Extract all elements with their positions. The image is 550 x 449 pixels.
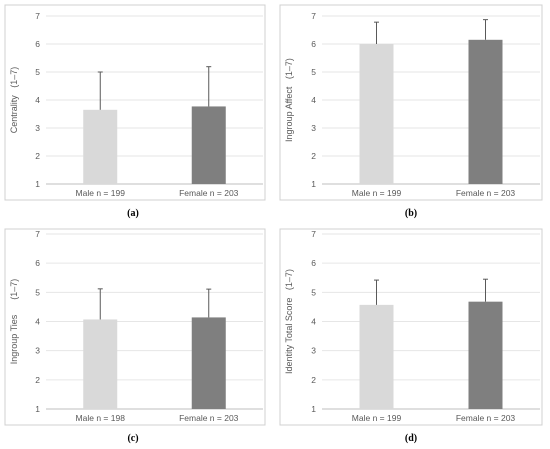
- y-tick-label: 6: [35, 39, 40, 49]
- bar: [191, 317, 226, 409]
- y-tick-label: 5: [35, 287, 40, 297]
- y-tick-label: 7: [311, 229, 316, 239]
- y-axis-label: Ingroup Ties (1–7): [9, 279, 19, 365]
- bar: [83, 109, 118, 184]
- y-tick-label: 3: [35, 123, 40, 133]
- x-category-label: Male n = 199: [352, 188, 402, 198]
- y-tick-label: 4: [311, 95, 316, 105]
- y-tick-label: 7: [35, 11, 40, 21]
- y-tick-label: 3: [311, 346, 316, 356]
- bar: [359, 44, 394, 184]
- bar: [191, 106, 226, 184]
- x-category-label: Male n = 199: [76, 188, 126, 198]
- y-tick-label: 7: [35, 229, 40, 239]
- y-axis-label: Centrality (1–7): [9, 67, 19, 134]
- y-tick-label: 4: [35, 95, 40, 105]
- x-category-label: Male n = 198: [76, 413, 126, 423]
- y-tick-label: 2: [35, 151, 40, 161]
- y-tick-label: 5: [35, 67, 40, 77]
- x-category-label: Female n = 203: [179, 188, 239, 198]
- y-tick-label: 2: [35, 375, 40, 385]
- x-category-label: Female n = 203: [456, 413, 516, 423]
- y-tick-label: 6: [35, 258, 40, 268]
- y-tick-label: 1: [35, 179, 40, 189]
- x-category-label: Female n = 203: [456, 188, 516, 198]
- y-tick-label: 6: [311, 39, 316, 49]
- y-tick-label: 1: [311, 404, 316, 414]
- panel-label-a: (a): [127, 208, 139, 219]
- y-tick-label: 2: [311, 151, 316, 161]
- y-tick-label: 2: [311, 375, 316, 385]
- panel-label-c: (c): [127, 433, 139, 444]
- y-axis-label: Ingroup Affect (1–7): [284, 58, 294, 142]
- y-tick-label: 3: [311, 123, 316, 133]
- y-tick-label: 5: [311, 287, 316, 297]
- bar: [468, 39, 503, 184]
- x-category-label: Female n = 203: [179, 413, 239, 423]
- panel-label-d: (d): [404, 433, 418, 444]
- y-tick-label: 1: [35, 404, 40, 414]
- y-tick-label: 7: [311, 11, 316, 21]
- y-tick-label: 4: [311, 317, 316, 327]
- y-tick-label: 1: [311, 179, 316, 189]
- x-category-label: Male n = 199: [352, 413, 402, 423]
- y-tick-label: 5: [311, 67, 316, 77]
- chart-frame: [279, 228, 543, 426]
- y-tick-label: 4: [35, 317, 40, 327]
- y-axis-label: Identity Total Score (1–7): [284, 269, 294, 374]
- bar: [468, 301, 503, 409]
- bar: [359, 304, 394, 409]
- bar: [83, 319, 118, 409]
- y-tick-label: 3: [35, 346, 40, 356]
- y-tick-label: 6: [311, 258, 316, 268]
- panel-label-b: (b): [404, 208, 418, 219]
